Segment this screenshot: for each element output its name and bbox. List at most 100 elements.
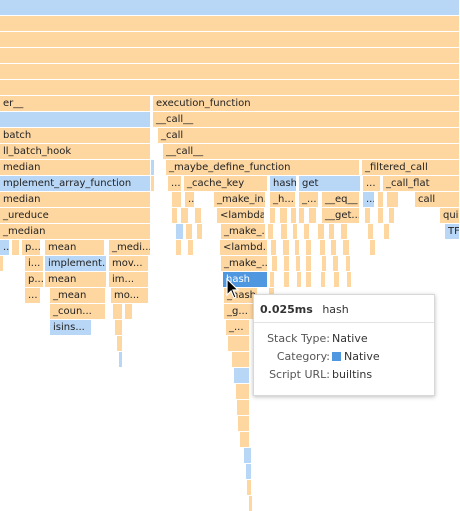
flame-frame[interactable] <box>291 208 296 223</box>
flame-frame[interactable] <box>247 480 251 495</box>
flame-frame[interactable] <box>333 256 338 271</box>
flame-frame[interactable] <box>186 224 192 239</box>
flame-frame[interactable] <box>347 272 351 287</box>
flame-frame[interactable] <box>378 208 383 223</box>
flame-frame[interactable]: mean <box>45 240 104 255</box>
flame-frame[interactable]: mo... <box>111 288 148 303</box>
flame-frame[interactable]: _median <box>0 224 150 239</box>
flame-frame[interactable] <box>284 272 289 287</box>
flame-frame[interactable] <box>270 272 274 287</box>
flame-frame[interactable]: _make_... <box>221 256 267 271</box>
flame-frame[interactable]: er__ <box>0 96 150 111</box>
flame-frame[interactable] <box>240 432 249 447</box>
flame-frame[interactable] <box>195 208 201 223</box>
flame-frame[interactable] <box>280 208 287 223</box>
flame-frame[interactable]: execution_function <box>153 96 459 111</box>
flame-frame[interactable]: _mean <box>50 288 105 303</box>
flame-frame[interactable] <box>115 320 122 335</box>
flame-frame[interactable] <box>172 192 181 207</box>
flame-frame[interactable] <box>334 272 339 287</box>
flame-frame[interactable] <box>238 416 249 431</box>
flame-frame[interactable] <box>0 256 3 271</box>
flame-frame[interactable] <box>117 336 122 351</box>
flame-frame[interactable]: ... <box>185 192 194 207</box>
flame-frame[interactable] <box>299 208 304 223</box>
flame-frame[interactable]: _coun... <box>50 304 105 319</box>
flame-frame[interactable]: get <box>299 176 360 191</box>
flame-frame[interactable] <box>234 368 249 383</box>
flame-frame[interactable]: _make_... <box>221 224 265 239</box>
flame-frame[interactable] <box>309 208 316 223</box>
flame-frame[interactable] <box>365 208 370 223</box>
flame-frame[interactable] <box>172 208 177 223</box>
flame-frame[interactable] <box>293 224 297 239</box>
flame-frame[interactable]: _call <box>158 128 459 143</box>
flame-frame[interactable] <box>306 240 311 255</box>
flame-frame[interactable] <box>236 384 249 399</box>
flame-frame[interactable] <box>320 240 325 255</box>
flame-frame[interactable] <box>176 240 181 255</box>
flame-frame[interactable] <box>387 192 398 207</box>
flame-frame[interactable]: mean <box>45 272 106 287</box>
flame-frame[interactable]: ll_batch_hook <box>0 144 150 159</box>
flame-frame[interactable]: _cache_key <box>184 176 267 191</box>
flame-frame[interactable] <box>119 352 122 367</box>
flame-frame[interactable] <box>113 304 122 319</box>
flame-frame[interactable]: batch <box>0 128 150 143</box>
flame-frame[interactable] <box>151 160 154 175</box>
flame-frame[interactable]: ... <box>363 176 380 191</box>
flame-frame[interactable]: _maybe_define_function <box>166 160 359 175</box>
flame-frame[interactable]: _... <box>226 320 249 335</box>
flame-frame[interactable]: ... <box>0 240 9 255</box>
flame-frame[interactable] <box>343 240 349 255</box>
flame-frame[interactable]: im... <box>109 272 148 287</box>
flame-frame[interactable] <box>389 208 394 223</box>
flame-frame[interactable] <box>232 352 249 367</box>
flame-frame[interactable] <box>322 256 326 271</box>
flame-frame[interactable] <box>151 176 154 191</box>
flame-frame[interactable]: i... <box>25 256 43 271</box>
flame-frame[interactable]: _ureduce <box>0 208 150 223</box>
flame-frame[interactable] <box>270 208 275 223</box>
flame-frame[interactable]: _g... <box>224 304 253 319</box>
flame-frame[interactable]: __call__ <box>153 112 459 127</box>
flame-frame[interactable]: _medi... <box>109 240 150 255</box>
flame-frame[interactable]: implement... <box>45 256 106 271</box>
flame-frame[interactable]: __get... <box>322 208 359 223</box>
flame-frame[interactable]: _filtered_call <box>362 160 459 175</box>
flame-frame[interactable]: median <box>0 160 150 175</box>
flame-frame[interactable]: hash <box>270 176 296 191</box>
flame-frame[interactable] <box>378 192 383 207</box>
flame-frame[interactable] <box>244 448 251 463</box>
flame-frame[interactable] <box>176 224 183 239</box>
flame-frame[interactable] <box>329 224 334 239</box>
flame-frame[interactable]: p... <box>22 240 40 255</box>
flame-frame[interactable] <box>283 240 289 255</box>
flame-frame[interactable] <box>197 224 202 239</box>
flame-frame[interactable] <box>318 224 324 239</box>
flame-frame[interactable]: TF <box>445 224 459 239</box>
flame-frame[interactable] <box>331 240 336 255</box>
flame-frame[interactable]: __call__ <box>163 144 459 159</box>
flame-frame[interactable] <box>368 224 373 239</box>
flame-frame[interactable] <box>0 32 459 47</box>
flame-frame[interactable] <box>346 256 350 271</box>
flame-frame[interactable] <box>246 464 251 479</box>
flame-frame[interactable] <box>370 240 375 255</box>
flame-frame[interactable]: call <box>415 192 459 207</box>
flame-frame[interactable]: <lambda> <box>217 208 264 223</box>
flame-frame[interactable]: median <box>0 192 150 207</box>
flame-frame[interactable]: <lambd... <box>220 240 267 255</box>
flame-frame[interactable] <box>237 400 249 415</box>
flame-frame[interactable] <box>0 64 459 79</box>
flame-frame[interactable]: _h... <box>270 192 295 207</box>
flame-frame[interactable] <box>321 272 325 287</box>
flame-frame[interactable] <box>0 48 459 63</box>
flame-frame[interactable] <box>188 240 193 255</box>
flame-frame[interactable] <box>296 256 300 271</box>
flame-frame[interactable] <box>125 304 132 319</box>
flame-frame[interactable] <box>0 80 459 95</box>
flame-frame[interactable] <box>249 496 252 511</box>
flame-frame[interactable] <box>341 224 347 239</box>
